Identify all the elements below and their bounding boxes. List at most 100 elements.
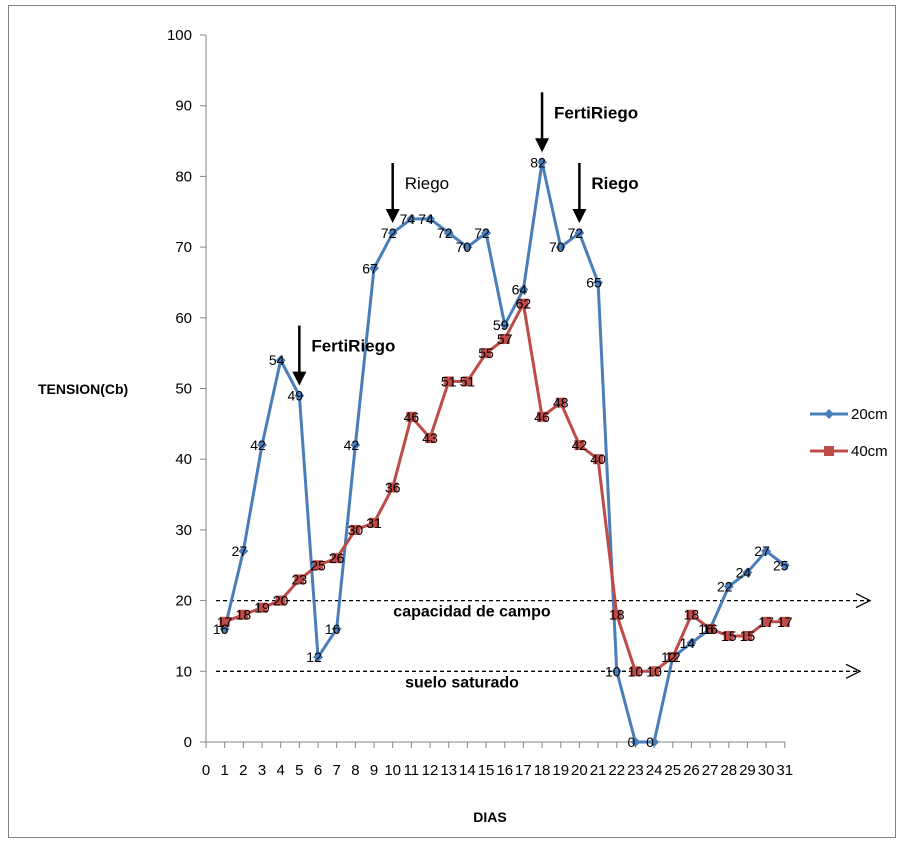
x-tick-label: 3 [258, 762, 266, 779]
data-point-40cm [537, 411, 548, 422]
x-tick-label: 22 [608, 762, 625, 779]
data-point-20cm [462, 242, 473, 253]
data-label-20cm: 27 [232, 543, 248, 559]
data-point-20cm [443, 227, 454, 238]
data-label-40cm: 55 [478, 345, 494, 361]
data-label-40cm: 18 [684, 607, 700, 623]
x-axis-title: DIAS [473, 809, 506, 825]
annotations: FertiRiego Riego FertiRiego Riego [292, 92, 639, 386]
legend-label-40cm: 40cm [851, 443, 888, 460]
annotation-label: Riego [591, 174, 638, 193]
data-point-20cm [779, 560, 790, 571]
data-point-20cm [649, 737, 660, 747]
data-label-40cm: 19 [254, 600, 270, 616]
data-point-20cm [257, 440, 268, 451]
chart-frame [8, 5, 896, 838]
legend-marker-20cm [824, 409, 834, 419]
data-label-20cm: 14 [680, 635, 696, 651]
data-label-40cm: 15 [740, 628, 756, 644]
data-label-20cm: 72 [437, 225, 453, 241]
data-label-40cm: 18 [236, 607, 252, 623]
data-label-40cm: 57 [497, 331, 513, 347]
data-label-20cm: 70 [456, 239, 472, 255]
data-point-40cm [742, 630, 753, 641]
x-tick-label: 4 [277, 762, 285, 779]
x-tick-label: 19 [552, 762, 569, 779]
annotation-label: Riego [405, 174, 449, 193]
data-point-40cm [219, 616, 230, 627]
data-point-40cm [387, 482, 398, 493]
data-label-20cm: 59 [493, 317, 509, 333]
data-point-40cm [425, 432, 436, 443]
data-point-20cm [630, 737, 641, 747]
data-label-40cm: 62 [516, 296, 532, 312]
data-point-20cm [481, 227, 492, 238]
data-label-20cm: 70 [549, 239, 565, 255]
x-tick-label: 31 [776, 762, 793, 779]
data-label-40cm: 48 [553, 395, 569, 411]
data-point-40cm [257, 602, 268, 613]
x-tick-label: 25 [664, 762, 681, 779]
y-tick-label: 50 [175, 381, 192, 398]
data-point-20cm [742, 567, 753, 578]
data-point-20cm [369, 263, 380, 274]
y-ticks: 0 10 20 30 40 50 60 70 80 90 100 [167, 27, 206, 751]
x-tick-label: 30 [758, 762, 775, 779]
data-label-20cm: 54 [269, 352, 285, 368]
data-point-40cm [499, 334, 510, 345]
data-label-40cm: 10 [646, 663, 662, 679]
data-point-40cm [779, 616, 790, 627]
data-label-20cm: 64 [512, 282, 528, 298]
x-tick-label: 28 [720, 762, 737, 779]
data-label-40cm: 51 [460, 373, 476, 389]
data-label-40cm: 20 [273, 593, 289, 609]
data-point-40cm [555, 397, 566, 408]
data-point-20cm [294, 390, 305, 401]
data-point-20cm [593, 277, 604, 288]
down-arrow-icon [572, 208, 587, 223]
x-tick-label: 10 [384, 762, 401, 779]
data-point-20cm [350, 440, 361, 451]
x-tick-label: 14 [459, 762, 476, 779]
data-point-40cm [518, 298, 529, 309]
data-label-20cm: 16 [325, 621, 341, 637]
x-tick-label: 5 [295, 762, 303, 779]
data-point-40cm [611, 609, 622, 620]
data-label-20cm: 67 [362, 260, 378, 276]
x-tick-label: 24 [646, 762, 663, 779]
data-label-20cm: 72 [474, 225, 490, 241]
data-label-20cm: 49 [288, 388, 304, 404]
data-point-20cm [518, 284, 529, 295]
data-point-40cm [593, 454, 604, 465]
y-tick-label: 90 [175, 98, 192, 115]
data-point-40cm [462, 376, 473, 387]
x-tick-label: 15 [478, 762, 495, 779]
data-label-20cm: 65 [586, 274, 602, 290]
data-label-20cm: 22 [717, 578, 733, 594]
x-tick-label: 20 [571, 762, 588, 779]
y-tick-label: 20 [175, 593, 192, 610]
data-point-20cm [406, 213, 417, 224]
data-point-40cm [481, 348, 492, 359]
data-label-20cm: 42 [250, 437, 266, 453]
x-tick-label: 7 [333, 762, 341, 779]
data-point-20cm [723, 581, 734, 592]
data-point-40cm [369, 517, 380, 528]
reference-arrow-icon [855, 593, 872, 609]
x-tick-label: 18 [534, 762, 551, 779]
annotation-label: FertiRiego [311, 337, 395, 356]
data-point-40cm [275, 595, 286, 606]
data-label-20cm: 0 [628, 734, 636, 750]
data-point-40cm [761, 616, 772, 627]
data-label-20cm: 16 [698, 621, 714, 637]
data-label-40cm: 10 [628, 663, 644, 679]
data-point-20cm [313, 652, 324, 663]
y-tick-label: 30 [175, 522, 192, 539]
x-ticks: 0 1 2 3 4 5 6 7 8 9 10 11 12 13 14 15 16 17 18 19 20 21 22 23 24… [202, 742, 793, 779]
x-tick-label: 16 [496, 762, 513, 779]
x-tick-label: 0 [202, 762, 210, 779]
data-point-40cm [350, 524, 361, 535]
data-label-20cm: 12 [661, 649, 677, 665]
x-tick-label: 17 [515, 762, 532, 779]
